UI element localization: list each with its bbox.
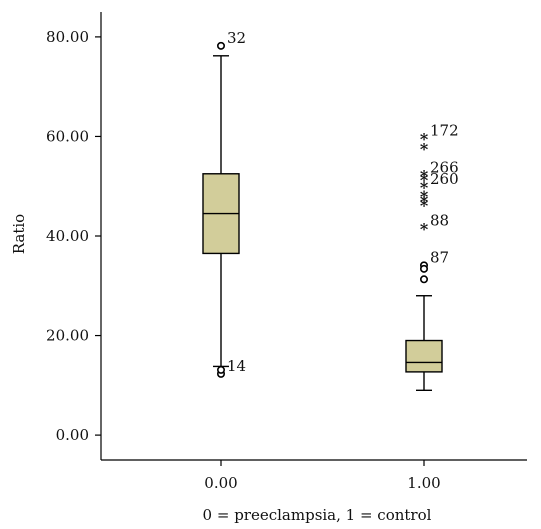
x-axis-title: 0 = preeclampsia, 1 = control (203, 506, 432, 524)
x-tick-label: 0.00 (204, 474, 237, 492)
outlier-case-label: 32 (227, 29, 246, 47)
outlier-circle (419, 264, 428, 273)
outlier-circle (419, 275, 428, 284)
outlier-case-label: 88 (430, 212, 449, 230)
outlier-case-label: 266 (430, 158, 459, 176)
box-group-0.00: 32 14 (202, 29, 246, 378)
outlier-case-label: 260 (430, 170, 459, 188)
outlier-star: * (420, 139, 429, 158)
outlier-star: * (420, 166, 429, 185)
y-tick-label: 0.00 (56, 426, 89, 444)
outlier-star: * (420, 192, 429, 211)
x-tick-label: 1.00 (407, 474, 440, 492)
outlier-case-label: 172 (430, 121, 459, 139)
y-axis-title: Ratio (10, 214, 28, 254)
outlier-star: * (420, 196, 429, 215)
y-tick-label: 40.00 (46, 227, 89, 245)
y-tick-label: 20.00 (46, 327, 89, 345)
outlier-case-label: 14 (227, 357, 246, 375)
outlier-star: * (420, 220, 429, 239)
outlier-star: * (420, 129, 429, 148)
outlier-circle (217, 41, 226, 50)
outlier-star: * (420, 178, 429, 197)
iqr-box (405, 339, 443, 373)
outlier-circle (217, 365, 226, 374)
outlier-star: * (420, 170, 429, 189)
outlier-star: * (420, 187, 429, 206)
y-tick-label: 80.00 (46, 28, 89, 46)
y-tick-label: 60.00 (46, 127, 89, 145)
outlier-case-label: 87 (430, 248, 449, 266)
